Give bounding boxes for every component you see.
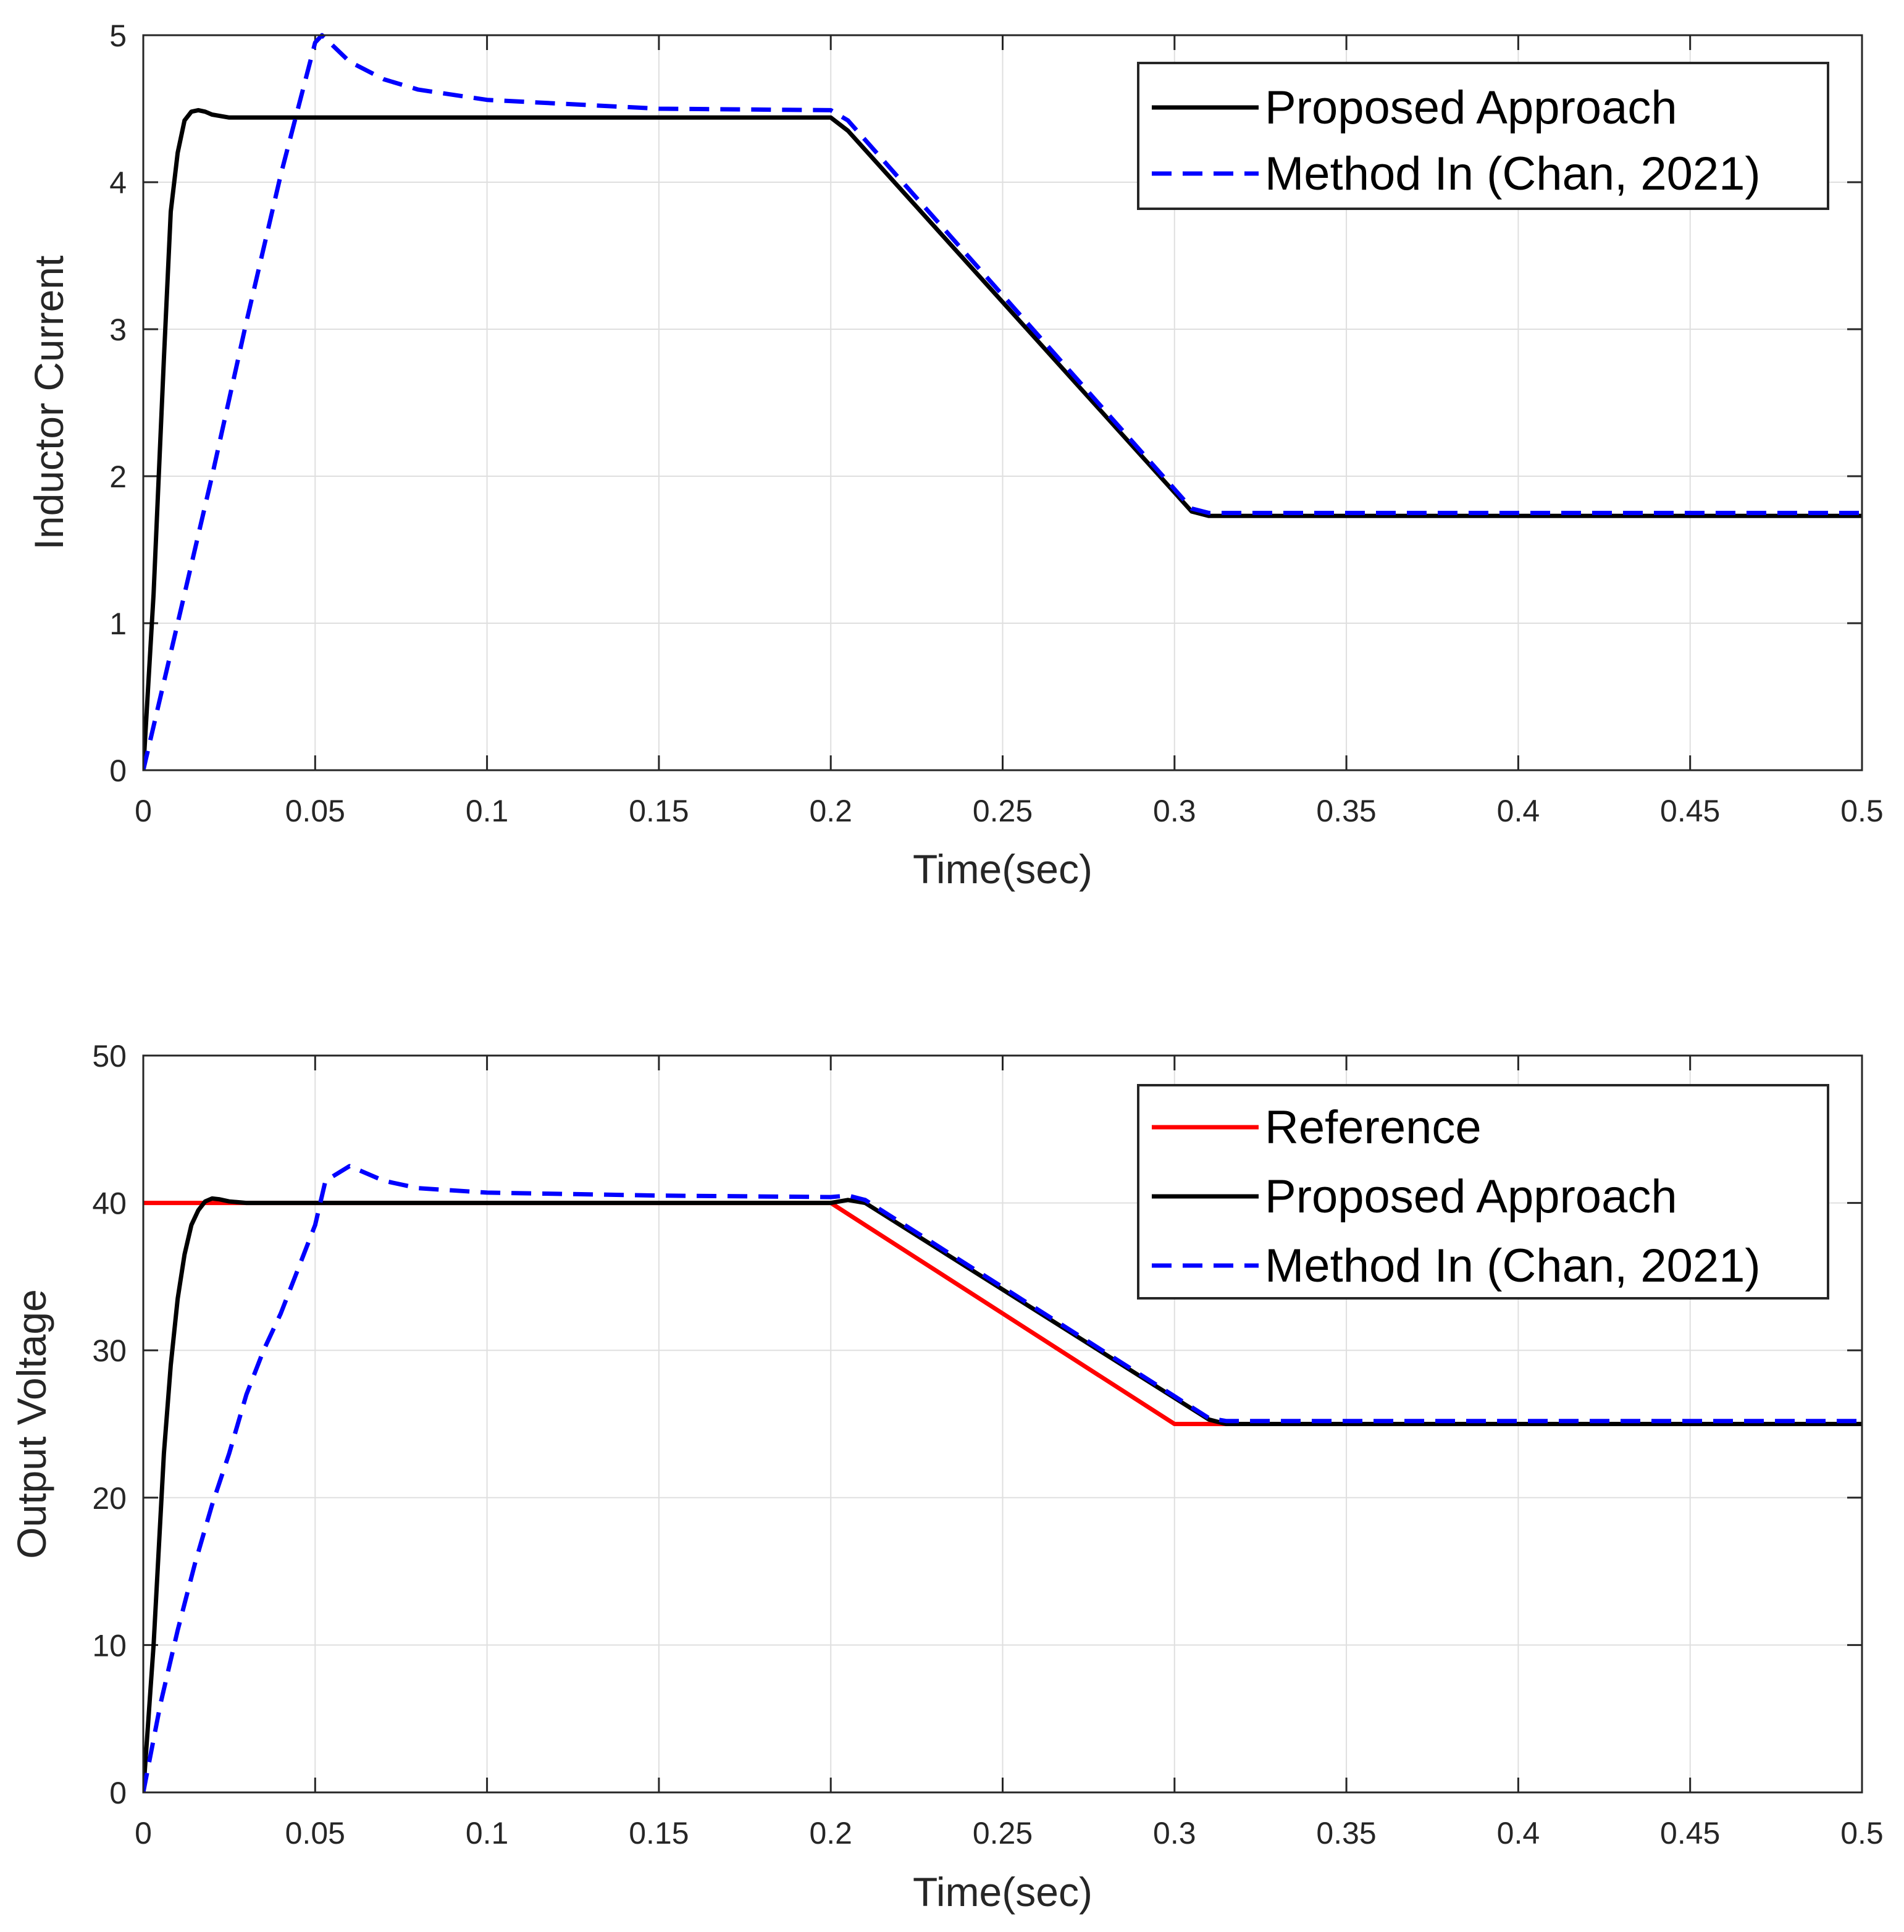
legend-label-reference: Reference [1265, 1101, 1482, 1154]
legend-label-method-in-chan-2021: Method In (Chan, 2021) [1265, 1240, 1761, 1292]
legend-box [1137, 62, 1829, 210]
output-voltage-chart: 0 0.05 0.1 0.15 0.2 0.25 0.3 0.35 0.4 0.45 0.5 0 10 2… [9, 1039, 1884, 1915]
x-tick-label: 0.3 [1153, 794, 1196, 828]
series-line-method-in-chan-2021 [143, 1164, 1862, 1793]
x-axis-title: Time(sec) [913, 1869, 1092, 1915]
x-tick-label: 0.45 [1660, 1816, 1720, 1850]
x-tick-label: 0.35 [1316, 794, 1376, 828]
x-tick-label: 0.05 [285, 794, 345, 828]
series-group [143, 1164, 1862, 1793]
legend: Proposed Approach Method In (Chan, 2021) [1137, 62, 1829, 210]
x-tick-label: 0 [135, 794, 152, 828]
legend: Reference Proposed Approach Method In (Cha… [1137, 1084, 1829, 1300]
x-axis-title: Time(sec) [913, 846, 1092, 892]
y-tick-label: 40 [92, 1186, 127, 1221]
x-tick-label: 0.2 [809, 794, 852, 828]
axes-box [142, 1054, 1863, 1794]
y-tick-label: 3 [109, 313, 127, 347]
series-group [143, 33, 1862, 771]
inductor-current-chart: 0 0.05 0.1 0.15 0.2 0.25 0.3 0.35 0.4 0.45 0.5 0 1 2 3… [26, 19, 1884, 892]
legend-box [1137, 1084, 1829, 1300]
x-tick-label: 0.1 [466, 794, 509, 828]
y-axis-title: Output Voltage [9, 1289, 54, 1559]
x-tick-label: 0.4 [1497, 794, 1540, 828]
y-tick-label: 20 [92, 1481, 127, 1516]
legend-label-method-in-chan-2021: Method In (Chan, 2021) [1265, 148, 1761, 200]
y-tick-label: 2 [109, 460, 127, 494]
x-tick-label: 0.15 [629, 1816, 689, 1850]
x-tick-label: 0.25 [973, 1816, 1033, 1850]
y-axis-title: Inductor Current [26, 256, 72, 550]
y-tick-label: 4 [109, 166, 127, 200]
y-tick-label: 1 [109, 607, 127, 641]
x-tick-label: 0.1 [466, 1816, 509, 1850]
x-tick-label: 0.5 [1840, 794, 1884, 828]
y-tick-label: 50 [92, 1039, 127, 1073]
x-tick-label: 0.2 [809, 1816, 852, 1850]
x-tick-label: 0.35 [1316, 1816, 1376, 1850]
y-tick-label: 0 [109, 1776, 127, 1810]
series-line-proposed-approach [143, 107, 1862, 771]
x-tick-label: 0.05 [285, 1816, 345, 1850]
legend-label-proposed-approach: Proposed Approach [1265, 82, 1677, 134]
x-tick-label: 0.5 [1840, 1816, 1884, 1850]
x-tick-label: 0.4 [1497, 1816, 1540, 1850]
y-tick-label: 10 [92, 1628, 127, 1663]
y-tick-label: 30 [92, 1334, 127, 1368]
axes-box [142, 34, 1863, 771]
y-tick-label: 0 [109, 754, 127, 788]
x-tick-label: 0.45 [1660, 794, 1720, 828]
x-tick-label: 0.15 [629, 794, 689, 828]
series-line-method-in-chan-2021 [143, 33, 1862, 771]
legend-label-proposed-approach: Proposed Approach [1265, 1170, 1677, 1223]
x-tick-label: 0.3 [1153, 1816, 1196, 1850]
x-tick-label: 0 [135, 1816, 152, 1850]
x-tick-label: 0.25 [973, 794, 1033, 828]
y-tick-label: 5 [109, 19, 127, 53]
series-line-proposed-approach [143, 1196, 1862, 1793]
